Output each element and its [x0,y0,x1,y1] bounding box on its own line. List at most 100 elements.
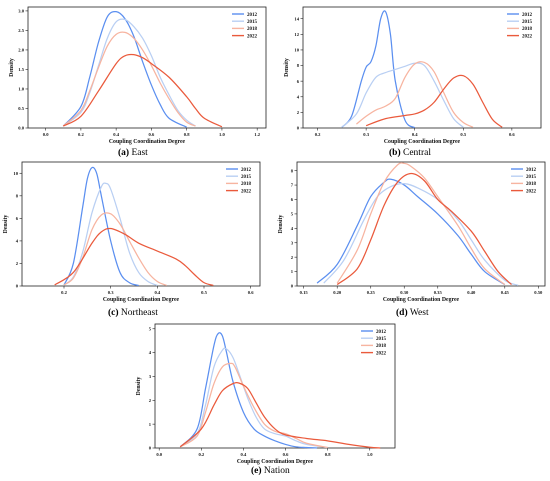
y-axis-label: Density [3,215,9,234]
legend-label-2015: 2015 [241,175,252,180]
series-line-2015 [63,182,158,287]
x-axis-label: Coupling Coordination Degree [383,297,460,303]
y-tick-label: 1.0 [18,87,24,92]
caption-east: (a) East [118,148,148,158]
legend-label-2015: 2015 [247,20,258,25]
x-tick-label: 0.3 [108,290,114,295]
x-tick-label: 0.8 [325,452,331,457]
chart-panel-west: 0.15 0.20 0.25 0.30 0.35 0.40 0.45 0.50 0 1 2 3 4 5 6 7… [275,158,550,318]
caption-central: (b) Central [389,148,431,158]
legend-label-2018: 2018 [376,344,387,349]
series-line-2022 [62,53,223,128]
x-tick-label: 0.4 [241,452,247,457]
chart-west: 0.15 0.20 0.25 0.30 0.35 0.40 0.45 0.50 0 1 2 3 4 5 6 7… [278,161,546,303]
x-tick-label: 0.6 [283,452,289,457]
caption-nation: (e) Nation [251,466,290,476]
y-tick-label: 0 [297,126,300,131]
x-tick-label: 0.0 [43,132,49,137]
x-tick-label: 0.3 [363,132,369,137]
series-line-2012 [63,166,139,287]
y-tick-label: 4 [16,239,19,244]
x-tick-label: 0.25 [367,290,376,295]
y-tick-label: 3 [149,374,152,379]
y-tick-label: 10 [13,171,18,176]
y-tick-label: 5 [149,326,152,331]
chart-central: 0.2 0.3 0.4 0.5 0.6 0 2 4 6 8 10 12 14 Coupling Coord… [284,6,542,145]
legend-label-2015: 2015 [376,337,387,342]
x-tick-label: 0.2 [198,452,204,457]
series-line-2018 [336,162,506,286]
x-tick-label: 0.5 [201,290,207,295]
y-tick-label: 12 [294,32,299,37]
x-tick-label: 0.35 [434,290,443,295]
chart-northeast: 0.2 0.3 0.4 0.5 0.6 0 2 4 6 8 10 Coupling Coordinat… [3,161,261,303]
caption-letter-central: (b) [389,148,401,158]
y-tick-label: 10 [294,48,299,53]
caption-letter-nation: (e) [251,466,262,476]
x-tick-label: 1.0 [367,452,373,457]
y-tick-label: 14 [294,16,299,21]
x-tick-label: 0.2 [78,132,84,137]
legend-label-2012: 2012 [522,13,533,18]
x-tick-label: 0.5 [460,132,466,137]
x-tick-label: 0.6 [248,290,254,295]
y-tick-label: 0.5 [18,106,24,111]
series-line-2012 [62,10,187,128]
caption-west: (d) West [396,308,429,318]
legend-label-2022: 2022 [241,189,252,194]
chart-panel-nation: 0.0 0.2 0.4 0.6 0.8 1.0 0 1 2 3 4 5 Coupling Coordin… [136,320,412,480]
plot-frame [302,6,542,129]
y-tick-label: 8 [16,193,19,198]
x-axis-label: Coupling Coordination Degree [384,139,461,145]
y-tick-label: 5 [291,212,294,217]
series-line-2015 [341,62,464,128]
caption-northeast: (c) Northeast [108,308,158,318]
y-tick-label: 6 [297,79,300,84]
legend-label-2018: 2018 [241,182,252,187]
x-tick-label: 0.6 [149,132,155,137]
x-tick-label: 0.50 [534,290,543,295]
caption-text-nation: Nation [261,466,290,476]
x-tick-label: 0.4 [412,132,418,137]
caption-text-west: West [407,308,429,318]
caption-text-central: Central [400,148,431,158]
y-tick-label: 0.0 [18,126,24,131]
series-line-2022 [179,381,381,449]
y-tick-label: 6 [16,216,19,221]
legend-label-2018: 2018 [522,27,533,32]
legend-label-2015: 2015 [526,175,537,180]
chart-nation: 0.0 0.2 0.4 0.6 0.8 1.0 0 1 2 3 4 5 Coupling Coordin… [136,323,396,465]
x-tick-label: 0.2 [315,132,321,137]
caption-letter-west: (d) [396,308,408,318]
series-line-2012 [316,178,506,286]
series-line-2018 [62,31,196,127]
legend-label-2018: 2018 [526,182,537,187]
y-tick-label: 2 [16,261,19,266]
y-tick-label: 8 [297,63,300,68]
x-tick-label: 0.6 [509,132,515,137]
x-tick-label: 0.4 [113,132,119,137]
x-tick-label: 1.2 [254,132,260,137]
chart-panel-northeast: 0.2 0.3 0.4 0.5 0.6 0 2 4 6 8 10 Coupling Coordinat… [0,158,275,318]
plot-frame [27,6,267,129]
y-tick-label: 2 [149,398,152,403]
legend-label-2015: 2015 [522,20,533,25]
x-tick-label: 0.45 [501,290,510,295]
y-tick-label: 0 [291,284,294,289]
x-tick-label: 0.0 [156,452,162,457]
y-tick-label: 2 [297,110,300,115]
x-axis-label: Coupling Coordination Degree [109,139,186,145]
caption-letter-east: (a) [118,148,130,158]
plot-frame [296,161,546,287]
caption-letter-northeast: (c) [108,308,119,318]
legend-label-2018: 2018 [247,27,258,32]
x-axis-label: Coupling Coordination Degree [237,459,314,465]
caption-text-east: East [129,148,148,158]
series-line-2018 [356,61,474,128]
x-tick-label: 0.30 [400,290,409,295]
y-tick-label: 1.5 [18,67,24,72]
x-tick-label: 1.0 [219,132,225,137]
plot-frame [154,323,396,449]
y-tick-label: 0 [16,284,19,289]
x-tick-label: 0.2 [61,290,67,295]
